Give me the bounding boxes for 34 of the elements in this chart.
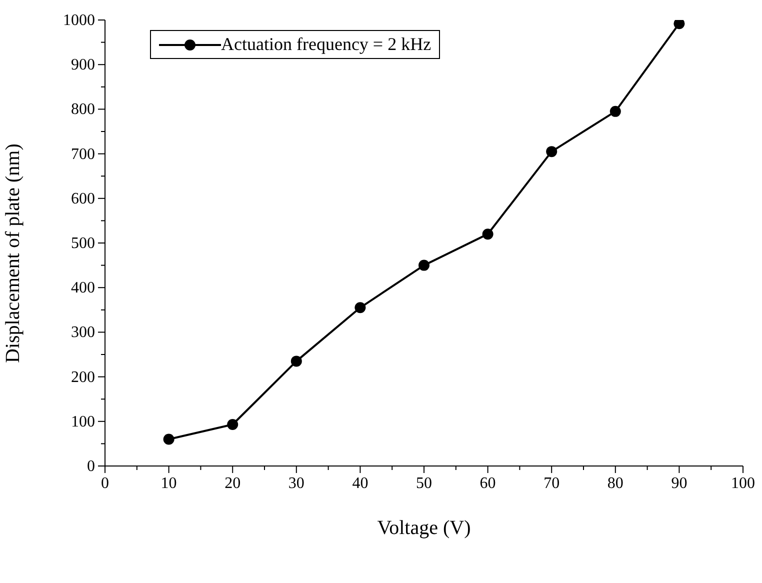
y-tick-label: 600 <box>71 190 95 208</box>
x-tick-label: 20 <box>224 475 241 492</box>
point <box>674 20 685 30</box>
point <box>354 302 366 314</box>
x-tick-label: 60 <box>480 475 496 492</box>
point <box>610 106 621 117</box>
y-tick-label: 1000 <box>63 12 95 29</box>
point <box>546 146 558 158</box>
legend-label: Actuation frequency = 2 kHz <box>221 34 432 55</box>
y-tick-label: 800 <box>71 101 95 118</box>
y-tick-label: 900 <box>71 56 95 74</box>
y-axis-title: Displacement of plate (nm) <box>2 144 24 363</box>
y-tick-label: 0 <box>87 458 95 475</box>
x-tick-label: 50 <box>416 475 432 492</box>
point <box>163 434 174 445</box>
x-tick-label: 80 <box>607 475 624 492</box>
x-tick-label: 100 <box>731 475 755 492</box>
point <box>418 260 430 271</box>
point <box>482 228 494 240</box>
x-tick-label: 0 <box>101 475 109 492</box>
point <box>227 419 238 430</box>
x-tick-label: 90 <box>671 475 688 492</box>
y-tick-label: 100 <box>71 413 95 430</box>
y-tick-label: 700 <box>71 146 95 163</box>
y-tick-label: 200 <box>71 368 95 386</box>
x-tick-label: 70 <box>544 475 560 492</box>
x-tick-label: 10 <box>160 475 177 492</box>
x-tick-label: 40 <box>352 475 368 492</box>
y-tick-label: 400 <box>71 280 95 297</box>
x-tick-label: 30 <box>288 475 304 492</box>
y-tick-label: 300 <box>71 324 95 342</box>
x-axis-title: Voltage (V) <box>377 517 471 539</box>
point <box>290 356 302 367</box>
y-tick-label: 500 <box>71 235 95 252</box>
